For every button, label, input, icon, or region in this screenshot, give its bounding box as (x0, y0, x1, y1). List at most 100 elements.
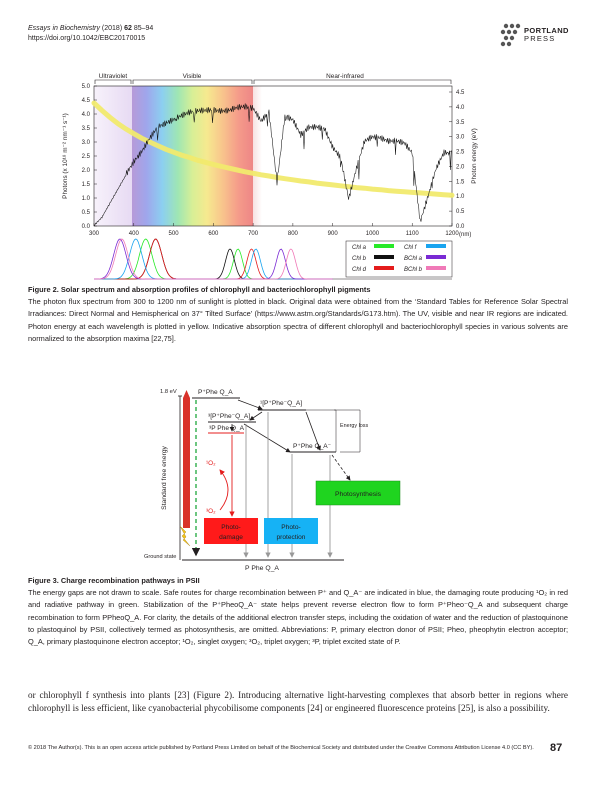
photo-protection-label-1: Photo- (281, 524, 300, 531)
legend-label: Chl d (352, 267, 367, 273)
level-1-8ev: 1.8 eV (160, 389, 177, 395)
logo-line-2: PRESS (524, 34, 556, 43)
doi-link[interactable]: https://doi.org/10.1042/EBC20170015 (28, 34, 146, 42)
x-tick-label: 600 (208, 231, 219, 237)
y-tick-label-left: 4.5 (82, 98, 91, 104)
ground-state-formula: P Phe Q_A (245, 565, 279, 572)
y-tick-label-left: 2.5 (82, 154, 91, 160)
x-tick-label: 500 (169, 231, 180, 237)
state-top: P⁺Phe Q_A (198, 389, 233, 396)
journal-volume: 62 (124, 25, 132, 32)
y-tick-label-left: 3.0 (82, 140, 91, 146)
stabilization-arrow (331, 454, 351, 481)
excitation-bar (183, 398, 190, 528)
astm-link[interactable]: https://www.astm.org/Standards/G173.htm (257, 309, 396, 319)
series-photon-flux (93, 103, 452, 226)
y-tick-label-left: 0.0 (82, 224, 91, 230)
y-tick-label-right: 2.5 (456, 150, 465, 156)
lightning-icon (179, 525, 191, 547)
y-tick-label-right: 3.5 (456, 120, 465, 126)
absorption-curve (94, 238, 333, 280)
y-tick-label-left: 1.0 (82, 196, 91, 202)
region-label-nir: Near-infrared (326, 73, 364, 80)
x-tick-label: 700 (248, 231, 259, 237)
y-tick-label-right: 0.0 (456, 224, 465, 230)
y-tick-label-left: 5.0 (82, 84, 91, 90)
absorption-curve (94, 238, 333, 280)
license-footer: © 2018 The Author(s). This is an open ac… (28, 745, 534, 751)
triplet-oxygen-label: ³O₂ (206, 508, 216, 515)
photo-protection-box (264, 518, 318, 544)
y-tick-label-right: 0.5 (456, 209, 465, 215)
legend-swatch (426, 244, 446, 248)
body-paragraph: or chlorophyll f synthesis into plants [… (28, 690, 568, 713)
figure-3-caption-text: The energy gaps are not drawn to scale. … (28, 588, 568, 647)
legend-label: Chl a (352, 245, 367, 251)
legend-swatch (374, 266, 394, 270)
x-tick-label: 800 (288, 231, 299, 237)
legend-swatch (426, 266, 446, 270)
journal-year: (2018) (101, 25, 123, 32)
y-tick-label-right: 2.0 (456, 164, 465, 170)
y-tick-label-left: 4.0 (82, 112, 91, 118)
absorption-curves (94, 238, 333, 280)
absorption-curve (94, 238, 333, 280)
figure-2-caption-text-2: ). The UV, visible and near IR regions a… (28, 309, 568, 343)
photo-damage-label-1: Photo- (221, 524, 240, 531)
legend-label: BChl b (404, 267, 423, 273)
photo-protection-label-2: protection (277, 534, 306, 541)
singlet-oxygen-label: ¹O₂ (206, 460, 216, 467)
spectrum-plot: 0.0 0.5 1.0 1.5 2.0 2.5 3.0 3.5 4.0 4.5 5.0 0.0 0.5… (62, 73, 478, 238)
logo-wordmark: PORTLAND PRESS (524, 27, 569, 43)
state-triplet-rp: ³[P⁺Phe⁻Q_A] (208, 413, 250, 420)
y-tick-label-right: 4.0 (456, 105, 465, 111)
y-tick-label-left: 1.5 (82, 182, 91, 188)
region-brackets (94, 79, 452, 84)
state-singlet-rp: ¹[P⁺Phe⁻Q_A] (260, 400, 302, 407)
journal-name: Essays in Biochemistry (28, 25, 100, 32)
y-axis-label-left: Photons (x 10¹⁸ m⁻² nm⁻¹ s⁻¹) (62, 113, 69, 199)
photosynthesis-box (315, 480, 401, 506)
right-axis-ticks: 0.0 0.5 1.0 1.5 2.0 2.5 3.0 3.5 4.0 4.5 (449, 90, 465, 230)
nir-band (253, 86, 313, 226)
energy-axis-label: Standard free energy (161, 445, 168, 509)
x-tick-label: 900 (328, 231, 339, 237)
x-tick-label: 1100 (406, 231, 420, 237)
left-axis-ticks: 0.0 0.5 1.0 1.5 2.0 2.5 3.0 3.5 4.0 4.5 5.0 (82, 84, 97, 230)
region-label-uv: Ultraviolet (99, 73, 128, 80)
y-tick-label-left: 0.5 (82, 210, 91, 216)
legend-swatch (374, 244, 394, 248)
region-label-visible: Visible (183, 73, 202, 80)
legend-label: Chl f (404, 245, 418, 251)
legend-swatch (426, 255, 446, 259)
photosynthesis-label: Photosynthesis (335, 491, 382, 498)
legend-swatch (374, 255, 394, 259)
y-tick-label-left: 3.5 (82, 126, 91, 132)
y-tick-label-right: 1.0 (456, 194, 465, 200)
legend-label: BChl a (404, 256, 423, 262)
figure-3-caption-title: Figure 3. Charge recombination pathways … (28, 576, 200, 585)
x-tick-label: 1200 (445, 231, 459, 237)
figure-3-caption: Figure 3. Charge recombination pathways … (28, 575, 568, 648)
absorption-curve (94, 238, 333, 280)
y-tick-label-left: 2.0 (82, 168, 91, 174)
page-number: 87 (550, 742, 563, 754)
y-axis-label-right: Photon energy (eV) (471, 128, 478, 183)
figure-2-caption-text: The photon flux spectrum from 300 to 120… (28, 297, 568, 319)
y-tick-label-right: 3.0 (456, 135, 465, 141)
x-axis-unit: (nm) (459, 232, 471, 238)
figure-2-caption-title: Figure 2. Solar spectrum and absorption … (28, 285, 371, 294)
logo-line-1: PORTLAND (524, 26, 569, 35)
absorption-curve (94, 238, 333, 280)
x-tick-label: 1000 (366, 231, 380, 237)
energy-loss-label: Energy loss (340, 423, 368, 429)
absorption-panel: Chl a Chl f Chl b BChl a Chl d BChl b (94, 238, 453, 280)
journal-pages: 85–94 (133, 25, 154, 32)
portland-press-logo-icon (500, 23, 521, 47)
ground-state-label: Ground state (144, 554, 176, 560)
series-photon-energy (91, 100, 455, 198)
absorption-curve (94, 238, 333, 280)
x-tick-label: 300 (89, 231, 100, 237)
energy-loss-bracket (334, 409, 361, 453)
